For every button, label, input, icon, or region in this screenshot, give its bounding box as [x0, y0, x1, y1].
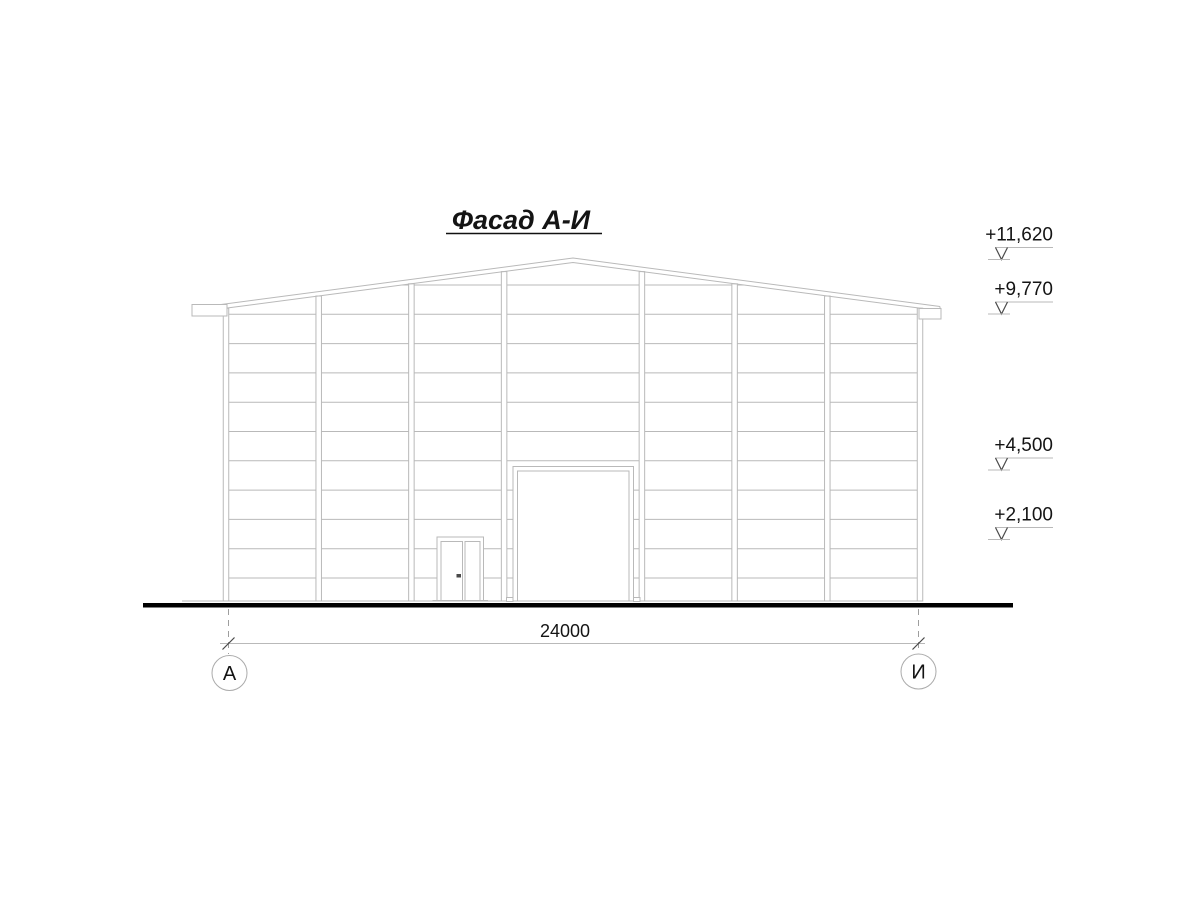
- elevation-mark-11620: +11,620: [985, 225, 1053, 261]
- elevation-mark-2100: +2,100: [988, 505, 1053, 541]
- column: [222, 307, 230, 602]
- column: [315, 295, 322, 602]
- gutter-right: [918, 308, 942, 320]
- gate-threshold-right: [633, 597, 641, 602]
- elevation-label: +2,100: [994, 505, 1053, 526]
- door-leaf-left: [440, 541, 463, 601]
- column: [731, 283, 738, 602]
- roof-line-bottom: [205, 261, 941, 312]
- roof: [191, 257, 942, 320]
- axis-bubble-i: [900, 653, 937, 690]
- gutter-left: [191, 304, 228, 317]
- axis-label-a: А: [223, 663, 237, 685]
- door-leaf-right: [464, 541, 481, 601]
- elevation-label: +11,620: [985, 225, 1053, 246]
- door-frame: [436, 536, 484, 601]
- gate-leaf: [517, 470, 630, 602]
- dimension-label: 24000: [540, 621, 590, 641]
- axis-label-i: И: [911, 662, 925, 684]
- dimension-tick-a: [222, 637, 235, 650]
- dimension-string: 24000: [220, 609, 925, 654]
- gate: [506, 466, 641, 602]
- entrance-door: [432, 536, 488, 601]
- ground-line: [143, 603, 1013, 608]
- elevation-label: +4,500: [994, 435, 1053, 456]
- gate-threshold-left: [506, 597, 514, 602]
- column: [500, 271, 508, 602]
- column: [408, 283, 415, 602]
- column: [916, 307, 924, 602]
- axis-bubble-a: [211, 655, 248, 691]
- dimension-tick-i: [912, 637, 925, 650]
- door-handle: [456, 574, 461, 578]
- drawing-title: Фасад А-И: [452, 205, 591, 235]
- elevation-mark-4500: +4,500: [988, 435, 1053, 472]
- elevation-label: +9,770: [994, 279, 1053, 300]
- elevation-mark-9770: +9,770: [988, 279, 1053, 316]
- gate-frame: [512, 466, 634, 602]
- column: [638, 271, 646, 602]
- roof-line-top: [205, 257, 941, 307]
- axis-bubbles: А И: [211, 653, 937, 691]
- column: [824, 295, 831, 602]
